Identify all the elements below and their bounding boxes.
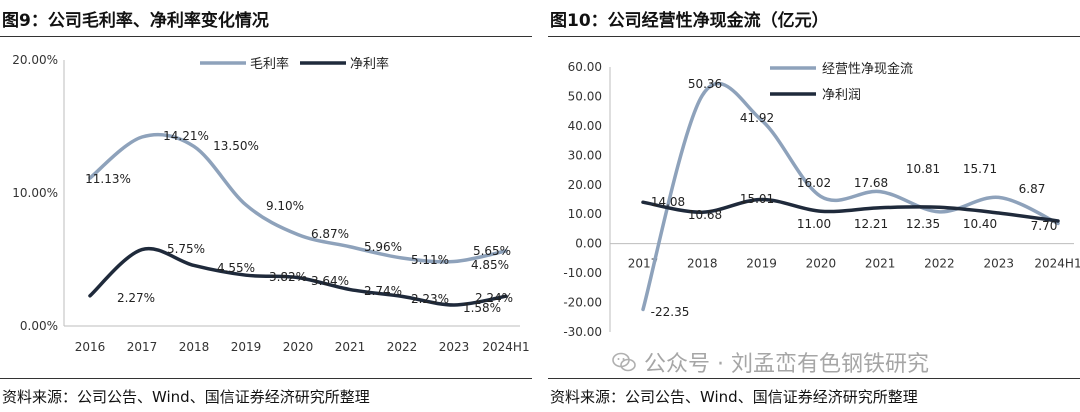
cashflow-data-label: 16.02 <box>797 176 831 190</box>
legend-net-profit-label: 净利润 <box>822 88 861 103</box>
cashflow-data-label: 10.81 <box>906 162 940 176</box>
net-margin-data-label: 2.27% <box>117 291 155 305</box>
cashflow-data-label: 41.92 <box>740 111 774 125</box>
y-tick-label: 60.00 <box>568 60 602 74</box>
source-rule <box>548 378 1080 379</box>
x-tick-label: 2021 <box>865 257 896 271</box>
legend-gross-margin-label: 毛利率 <box>250 56 289 72</box>
x-tick-label: 2017 <box>127 340 158 354</box>
net-profit-data-label: 10.40 <box>963 217 997 231</box>
x-tick-label: 2019 <box>746 257 777 271</box>
cashflow-data-label: -22.35 <box>651 305 690 319</box>
legend-net-margin-label: 净利率 <box>350 56 389 72</box>
net-margin-data-label: 2.23% <box>411 292 449 306</box>
gross-margin-line <box>88 132 508 264</box>
y-tick-label: 50.00 <box>568 89 602 103</box>
x-tick-label: 2023 <box>983 257 1014 271</box>
net-margin-data-label: 2.74% <box>364 284 402 298</box>
y-tick-label: 30.00 <box>568 148 602 162</box>
gross-margin-data-label: 4.85% <box>471 258 509 272</box>
gross-margin-data-label: 9.10% <box>266 199 304 213</box>
source-rule <box>0 378 532 379</box>
title-rule <box>548 36 1080 37</box>
margin-chart-source: 资料来源：公司公告、Wind、国信证券经济研究所整理 <box>2 388 370 406</box>
y-tick-label: 10.00% <box>12 186 58 200</box>
x-tick-label: 2023 <box>439 340 470 354</box>
net-profit-data-label: 11.00 <box>797 217 831 231</box>
y-tick-label: 0.00 <box>575 237 602 251</box>
y-tick-label: -30.00 <box>563 325 602 339</box>
margin-chart: 0.00% 10.00% 20.00% 2016 2017 2018 2019 2020 202… <box>12 53 529 354</box>
cashflow-data-label: 50.36 <box>688 77 722 91</box>
net-profit-data-label: 12.21 <box>854 217 888 231</box>
cashflow-chart-title: 图10：公司经营性净现金流（亿元） <box>550 11 829 31</box>
gross-margin-data-label: 11.13% <box>85 172 131 186</box>
net-margin-data-label: 1.58% <box>463 301 501 315</box>
gross-margin-data-label: 14.21% <box>163 129 209 143</box>
x-tick-label: 2017 <box>628 257 659 271</box>
x-tick-label: 2024H1 <box>482 340 529 354</box>
x-tick-label: 2018 <box>179 340 210 354</box>
cashflow-chart-source: 资料来源：公司公告、Wind、国信证券经济研究所整理 <box>550 388 918 406</box>
net-margin-line <box>88 246 508 307</box>
net-profit-data-label: 15.01 <box>740 192 774 206</box>
net-profit-data-label: 14.08 <box>651 195 685 209</box>
x-tick-label: 2018 <box>687 257 718 271</box>
y-tick-label: 40.00 <box>568 119 602 133</box>
net-profit-data-label: 12.35 <box>906 217 940 231</box>
gross-margin-data-label: 6.87% <box>311 227 349 241</box>
net-margin-data-label: 3.82% <box>269 270 307 284</box>
operating-cashflow-line <box>641 81 1060 312</box>
x-tick-label: 2021 <box>335 340 366 354</box>
y-tick-label: 10.00 <box>568 207 602 221</box>
gross-margin-data-label: 5.65% <box>473 244 511 258</box>
y-tick-label: -20.00 <box>563 296 602 310</box>
net-profit-data-label: 7.70 <box>1031 219 1058 233</box>
gross-margin-data-label: 5.11% <box>411 253 449 267</box>
title-rule <box>0 36 532 37</box>
wechat-icon <box>612 352 636 372</box>
x-tick-label: 2022 <box>924 257 955 271</box>
y-tick-label: 20.00% <box>12 53 58 67</box>
x-tick-label: 2016 <box>75 340 106 354</box>
margin-chart-panel: 图9：公司毛利率、净利率变化情况 0.00% 10.00% 20.00% 2016 20… <box>0 0 532 412</box>
x-tick-label: 2020 <box>806 257 837 271</box>
net-margin-data-label: 4.55% <box>217 261 255 275</box>
net-profit-line <box>641 197 1060 223</box>
gross-margin-data-label: 5.96% <box>364 240 402 254</box>
y-tick-label: -10.00 <box>563 266 602 280</box>
cashflow-data-label: 6.87 <box>1019 182 1046 196</box>
margin-chart-title: 图9：公司毛利率、净利率变化情况 <box>2 11 269 31</box>
cashflow-data-label: 15.71 <box>963 162 997 176</box>
x-tick-label: 2022 <box>387 340 418 354</box>
y-tick-label: 0.00% <box>20 319 58 333</box>
net-margin-data-label: 2.24% <box>475 291 513 305</box>
watermark-text: 公众号 · 刘孟峦有色钢铁研究 <box>644 352 929 377</box>
y-tick-label: 20.00 <box>568 178 602 192</box>
net-margin-data-label: 5.75% <box>167 242 205 256</box>
legend-cashflow-label: 经营性净现金流 <box>822 61 913 77</box>
net-margin-data-label: 3.64% <box>311 274 349 288</box>
cashflow-chart-panel: 图10：公司经营性净现金流（亿元） -30.00 -20.00 -10.00 0.00… <box>548 0 1080 412</box>
cashflow-data-label: 17.68 <box>854 176 888 190</box>
x-tick-label: 2019 <box>231 340 262 354</box>
x-tick-label: 2024H1 <box>1034 257 1080 271</box>
cashflow-chart: -30.00 -20.00 -10.00 0.00 10.00 20.00 30.00 40.… <box>563 60 1080 339</box>
x-tick-label: 2020 <box>283 340 314 354</box>
net-profit-data-label: 10.68 <box>688 208 722 222</box>
gross-margin-data-label: 13.50% <box>213 139 259 153</box>
